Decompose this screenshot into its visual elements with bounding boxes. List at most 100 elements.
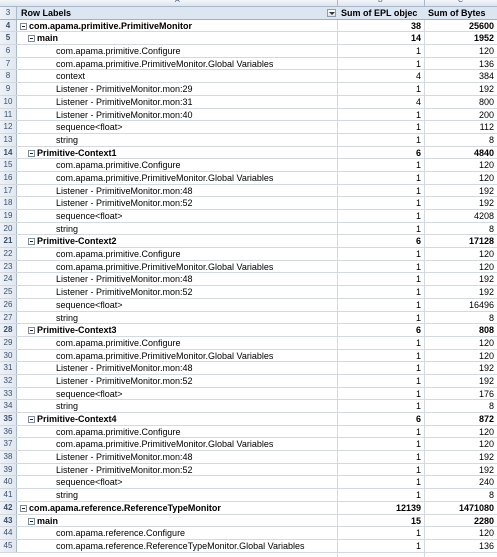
- pivot-group-row[interactable]: 4 com.apama.primitive.PrimitiveMonitor 38 2…: [0, 19, 497, 33]
- pivot-item-row[interactable]: 44 com.apama.reference.Configure 1 120: [0, 527, 497, 540]
- sum-epl-cell[interactable]: 1: [415, 160, 421, 171]
- sum-epl-cell[interactable]: 1: [415, 490, 421, 501]
- row-number[interactable]: 21: [0, 235, 17, 248]
- row-number[interactable]: 17: [0, 184, 17, 197]
- row-label-cell[interactable]: com.apama.primitive.PrimitiveMonitor.Glo…: [18, 58, 375, 70]
- sum-epl-cell[interactable]: 1: [415, 452, 421, 463]
- row-number[interactable]: 33: [0, 387, 17, 400]
- sum-epl-cell[interactable]: 1: [415, 312, 421, 323]
- row-label-cell[interactable]: main: [18, 32, 347, 44]
- sum-epl-cell[interactable]: 1: [415, 134, 421, 145]
- row-number[interactable]: 3: [0, 7, 17, 19]
- row-label-cell[interactable]: Listener - PrimitiveMonitor.mon:48: [18, 185, 375, 197]
- sum-epl-cell[interactable]: 1: [415, 426, 421, 437]
- sum-bytes-cell[interactable]: 8: [488, 401, 494, 412]
- row-number[interactable]: 27: [0, 311, 17, 324]
- collapse-toggle-icon[interactable]: [28, 416, 35, 423]
- sum-bytes-cell[interactable]: 192: [478, 84, 494, 95]
- pivot-item-row[interactable]: 38 Listener - PrimitiveMonitor.mon:48 1 192: [0, 451, 497, 464]
- row-label-cell[interactable]: Listener - PrimitiveMonitor.mon:29: [18, 83, 375, 95]
- sum-bytes-cell[interactable]: 192: [478, 375, 494, 386]
- pivot-item-row[interactable]: 41 string 1 8: [0, 489, 497, 502]
- sum-bytes-cell[interactable]: 120: [478, 46, 494, 57]
- row-label-cell[interactable]: context: [18, 70, 375, 82]
- row-number[interactable]: 39: [0, 463, 17, 476]
- pivot-item-row[interactable]: 33 sequence<float> 1 176: [0, 387, 497, 401]
- row-label-cell[interactable]: sequence<float>: [18, 299, 375, 311]
- sum-epl-cell[interactable]: 1: [415, 477, 421, 488]
- row-label-cell[interactable]: Listener - PrimitiveMonitor.mon:48: [18, 451, 375, 463]
- sum-bytes-cell[interactable]: 1471080: [458, 502, 494, 513]
- collapse-toggle-icon[interactable]: [28, 149, 35, 157]
- row-label-cell[interactable]: Listener - PrimitiveMonitor.mon:48: [18, 362, 375, 374]
- sum-bytes-cell[interactable]: 384: [478, 71, 494, 82]
- pivot-item-row[interactable]: 20 string 1 8: [0, 222, 497, 236]
- sum-bytes-cell[interactable]: 2280: [473, 515, 494, 526]
- sum-epl-cell[interactable]: 1: [415, 401, 421, 412]
- pivot-item-row[interactable]: 40 sequence<float> 1 240: [0, 476, 497, 490]
- pivot-item-row[interactable]: 19 sequence<float> 1 4208: [0, 210, 497, 223]
- row-number[interactable]: 25: [0, 286, 17, 298]
- sum-bytes-cell[interactable]: 17128: [468, 236, 494, 247]
- sum-epl-header[interactable]: Sum of EPL objec: [341, 8, 418, 18]
- sum-bytes-cell[interactable]: 112: [479, 122, 494, 133]
- pivot-item-row[interactable]: 24 Listener - PrimitiveMonitor.mon:48 1 192: [0, 273, 497, 287]
- sum-epl-cell[interactable]: 1: [415, 388, 421, 399]
- row-number[interactable]: 26: [0, 298, 17, 311]
- sum-bytes-cell[interactable]: 8: [488, 490, 494, 501]
- sum-epl-cell[interactable]: 1: [415, 540, 421, 551]
- sum-bytes-cell[interactable]: 192: [478, 198, 494, 209]
- row-number[interactable]: 19: [0, 210, 17, 222]
- collapse-toggle-icon[interactable]: [28, 35, 35, 43]
- row-labels-header[interactable]: Row Labels: [18, 7, 340, 19]
- sum-epl-cell[interactable]: 1: [415, 223, 421, 234]
- column-header-a[interactable]: A: [175, 0, 180, 4]
- sum-bytes-cell[interactable]: 176: [478, 388, 494, 399]
- row-label-cell[interactable]: Listener - PrimitiveMonitor.mon:52: [18, 375, 375, 387]
- row-label-cell[interactable]: Listener - PrimitiveMonitor.mon:52: [18, 197, 375, 209]
- pivot-item-row[interactable]: 9 Listener - PrimitiveMonitor.mon:29 1 192: [0, 83, 497, 96]
- row-number[interactable]: 12: [0, 121, 17, 133]
- row-number[interactable]: 31: [0, 362, 17, 374]
- row-label-cell[interactable]: sequence<float>: [18, 476, 375, 488]
- sum-epl-cell[interactable]: 6: [415, 414, 421, 424]
- row-number[interactable]: 44: [0, 527, 17, 539]
- pivot-item-row[interactable]: 30 com.apama.primitive.PrimitiveMonitor.G…: [0, 349, 497, 363]
- sum-bytes-cell[interactable]: 136: [478, 58, 494, 69]
- sum-epl-cell[interactable]: 1: [415, 211, 421, 221]
- sum-epl-cell[interactable]: 1: [415, 274, 421, 285]
- row-number[interactable]: 13: [0, 133, 17, 146]
- sum-epl-cell[interactable]: 1: [415, 375, 421, 386]
- row-label-cell[interactable]: com.apama.reference.ReferenceTypeMonitor: [18, 502, 339, 514]
- sum-epl-cell[interactable]: 1: [415, 84, 421, 95]
- sum-bytes-cell[interactable]: 8: [488, 134, 494, 145]
- filter-dropdown-icon[interactable]: [327, 9, 336, 17]
- sum-epl-cell[interactable]: 1: [415, 299, 421, 310]
- row-number[interactable]: 7: [0, 57, 17, 70]
- row-number[interactable]: 5: [0, 32, 17, 45]
- row-number[interactable]: 32: [0, 374, 17, 387]
- sum-bytes-cell[interactable]: 192: [478, 274, 494, 285]
- row-label-cell[interactable]: com.apama.primitive.PrimitiveMonitor: [18, 20, 339, 32]
- row-number[interactable]: 41: [0, 489, 17, 501]
- sum-bytes-cell[interactable]: 4208: [473, 211, 494, 221]
- pivot-subgroup-row[interactable]: 14 Primitive-Context1 6 4840: [0, 146, 497, 160]
- sum-bytes-cell[interactable]: 800: [478, 96, 494, 107]
- row-number[interactable]: 14: [0, 146, 17, 159]
- collapse-toggle-icon[interactable]: [20, 22, 27, 30]
- row-label-cell[interactable]: string: [18, 489, 375, 501]
- pivot-item-row[interactable]: 23 com.apama.primitive.PrimitiveMonitor.G…: [0, 260, 497, 274]
- sum-epl-cell[interactable]: 1: [415, 439, 421, 450]
- row-label-cell[interactable]: Primitive-Context2: [18, 235, 347, 247]
- row-number[interactable]: 9: [0, 83, 17, 95]
- sum-bytes-cell[interactable]: 808: [478, 325, 494, 336]
- row-label-cell[interactable]: Primitive-Context1: [18, 147, 347, 159]
- sum-bytes-cell[interactable]: 8: [488, 223, 494, 234]
- sum-bytes-cell[interactable]: 25600: [468, 20, 494, 31]
- sum-bytes-cell[interactable]: 136: [478, 540, 494, 551]
- sum-epl-cell[interactable]: 1: [415, 464, 421, 475]
- row-label-cell[interactable]: Listener - PrimitiveMonitor.mon:52: [18, 464, 375, 476]
- pivot-item-row[interactable]: 34 string 1 8: [0, 400, 497, 413]
- sum-bytes-cell[interactable]: 120: [478, 172, 494, 183]
- row-number[interactable]: 40: [0, 476, 17, 489]
